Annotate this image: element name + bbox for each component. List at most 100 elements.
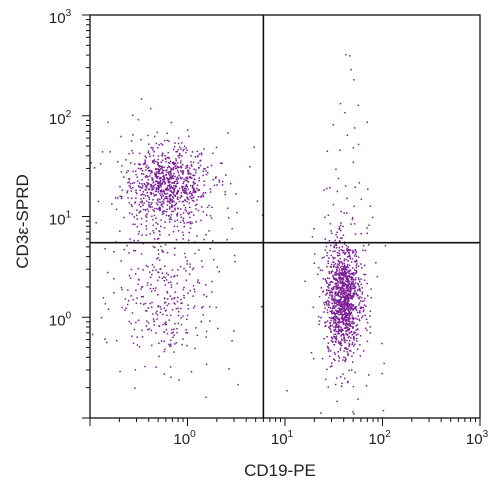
data-point (159, 179, 162, 182)
data-point (107, 271, 109, 274)
data-point (104, 338, 106, 340)
data-point (207, 172, 209, 174)
data-point (337, 318, 340, 321)
data-point (168, 162, 171, 165)
data-point (336, 317, 338, 320)
data-point (136, 336, 138, 338)
data-point (173, 328, 175, 330)
data-point (330, 230, 332, 232)
data-point (333, 300, 335, 302)
data-point (347, 248, 350, 251)
data-point (149, 287, 152, 290)
data-point (159, 234, 161, 236)
data-point (136, 192, 138, 195)
data-point (188, 192, 191, 194)
data-point (188, 231, 190, 234)
data-point (185, 210, 188, 212)
data-point (135, 197, 137, 199)
data-point (165, 272, 168, 274)
data-point (338, 262, 341, 264)
data-point (338, 317, 340, 320)
data-point (344, 289, 346, 292)
data-point (347, 306, 349, 308)
data-point (162, 212, 165, 215)
data-point (173, 185, 175, 187)
data-point (335, 335, 338, 337)
data-point (142, 191, 144, 193)
data-point (329, 187, 331, 189)
data-point (157, 253, 160, 255)
data-point (343, 249, 345, 252)
data-point (152, 182, 155, 184)
data-point (165, 309, 167, 312)
data-point (346, 329, 349, 332)
data-point (154, 160, 156, 163)
data-point (193, 174, 196, 177)
data-point (141, 286, 144, 288)
data-point (140, 198, 142, 200)
axis-ticks (82, 14, 481, 426)
x-tick-label: 102 (368, 429, 391, 448)
data-point (191, 268, 194, 271)
data-point (344, 292, 346, 294)
data-point (333, 344, 336, 346)
data-point (169, 366, 172, 368)
data-point (339, 302, 341, 304)
data-point (336, 377, 338, 379)
data-point (332, 256, 334, 259)
data-point (163, 176, 166, 178)
data-point (334, 340, 337, 343)
data-point (348, 264, 351, 267)
data-point (354, 307, 357, 310)
data-point (149, 183, 152, 186)
data-point (177, 198, 179, 200)
data-point (128, 212, 131, 214)
data-point (205, 234, 207, 236)
data-point (169, 175, 171, 177)
data-point (351, 320, 353, 323)
data-point (131, 205, 133, 207)
data-point (139, 206, 142, 208)
data-point (169, 200, 172, 202)
data-point (188, 213, 190, 215)
data-point (336, 294, 339, 296)
data-point (349, 292, 352, 295)
data-point (328, 284, 330, 287)
data-point (164, 158, 167, 160)
data-point (150, 192, 152, 195)
data-point (184, 191, 186, 193)
data-point (354, 286, 356, 288)
data-point (168, 171, 170, 173)
y-axis-label: CD3ε-SPRD (13, 174, 32, 268)
data-point (338, 277, 340, 279)
data-point (338, 274, 340, 276)
data-point (141, 173, 143, 175)
data-point (342, 300, 345, 302)
data-point (186, 129, 189, 131)
data-point (346, 284, 348, 287)
data-point (357, 333, 359, 335)
data-point (159, 209, 162, 211)
data-point (161, 153, 164, 155)
data-point (350, 337, 352, 339)
data-point (330, 319, 332, 322)
data-point (349, 340, 351, 342)
data-point (168, 343, 170, 346)
data-point (355, 325, 357, 327)
data-point (339, 313, 342, 315)
data-point (336, 316, 338, 318)
data-point (358, 287, 361, 290)
data-point (341, 344, 343, 347)
data-point (156, 171, 158, 173)
data-point (173, 189, 176, 192)
data-point (139, 302, 142, 305)
data-point (341, 310, 344, 313)
data-point (355, 337, 358, 340)
data-point (345, 311, 347, 314)
data-point (327, 214, 330, 216)
data-point (341, 334, 343, 336)
data-point (179, 162, 182, 164)
data-point (150, 329, 153, 332)
data-point (159, 190, 162, 192)
data-point (172, 182, 174, 184)
